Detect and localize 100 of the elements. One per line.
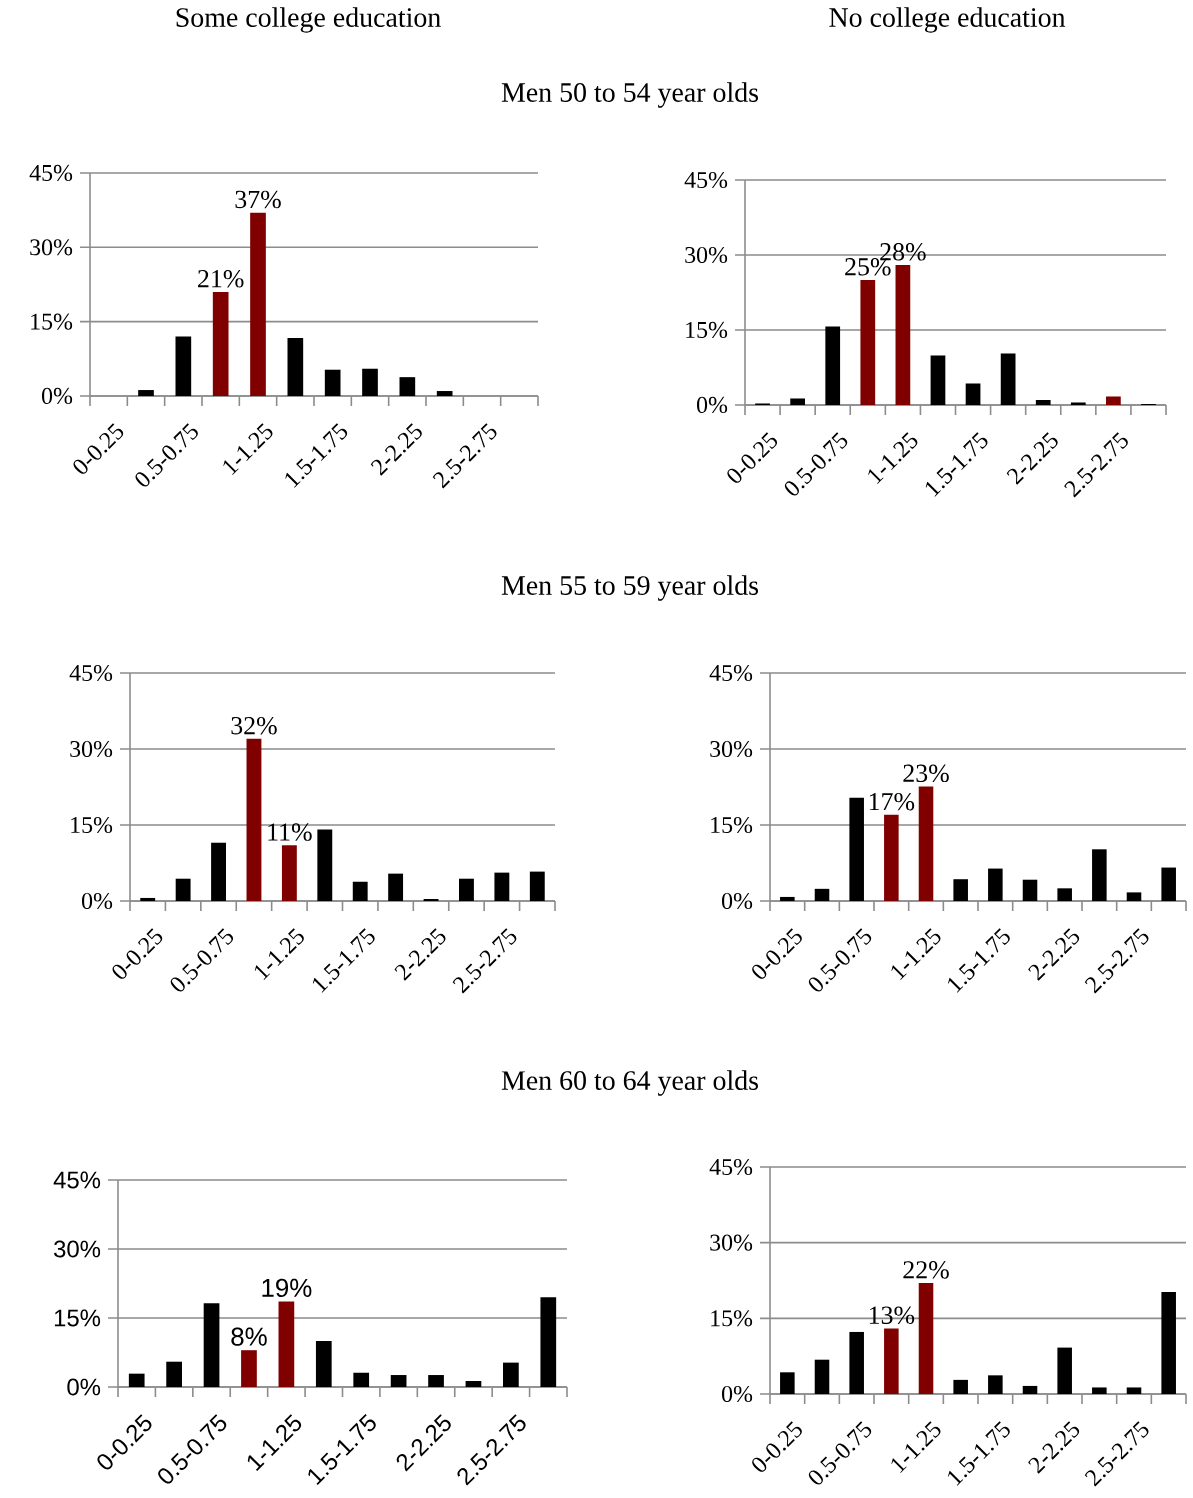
bar (953, 879, 968, 901)
bar (814, 888, 830, 901)
y-tick-label: 45% (684, 171, 728, 189)
bar (1161, 867, 1176, 901)
y-tick-label: 0% (41, 387, 73, 405)
bar (388, 873, 404, 901)
text: Men 50 to 54 year olds (501, 82, 759, 108)
bar (278, 1301, 295, 1387)
bar (814, 1359, 830, 1394)
y-tick-label: 45% (29, 164, 73, 182)
bar (780, 1372, 795, 1394)
y-tick-label: 15% (71, 816, 113, 834)
chart-subtitle: No college education (829, 7, 1066, 33)
bar (436, 391, 453, 396)
y-tick-label: 15% (686, 321, 728, 339)
bar (825, 326, 841, 405)
bar (1106, 396, 1121, 405)
bar (540, 1297, 557, 1387)
y-tick-label: 45% (69, 664, 113, 682)
bar (503, 1362, 519, 1387)
bar (140, 897, 156, 901)
bar (175, 336, 192, 396)
bar (1161, 1292, 1176, 1394)
bar (918, 1283, 934, 1394)
bar (324, 369, 341, 396)
bar (895, 264, 911, 405)
bar (930, 355, 946, 405)
bar (175, 878, 191, 901)
data-label: 13% (869, 1306, 915, 1325)
bar (246, 738, 262, 901)
bar (884, 814, 899, 901)
bar (315, 1341, 332, 1387)
y-tick-label: 15% (711, 816, 753, 834)
bar (1057, 888, 1072, 901)
bar (1070, 402, 1086, 405)
bar (390, 1375, 407, 1387)
bar (1126, 1387, 1142, 1394)
bar (790, 398, 805, 405)
y-tick-label: 0% (697, 396, 728, 414)
bar (988, 868, 1003, 901)
data-label: 11% (268, 823, 312, 841)
y-tick-label: 45% (709, 664, 753, 682)
bar (353, 1372, 370, 1387)
y-tick-label: 0% (722, 1385, 753, 1403)
data-label: 32% (231, 716, 277, 735)
bar (529, 871, 545, 901)
y-tick-label: 15% (31, 313, 73, 330)
bar (1035, 399, 1051, 405)
bar (1092, 1387, 1107, 1394)
bar (1057, 1347, 1072, 1394)
text: Men 55 to 59 year olds (501, 575, 759, 601)
bar (1022, 1385, 1038, 1394)
bar (250, 212, 266, 396)
bar (459, 878, 474, 901)
data-label: 17% (869, 792, 915, 811)
data-label: 37% (235, 190, 281, 209)
bar (1022, 879, 1038, 901)
bar (780, 896, 795, 901)
bar (860, 279, 876, 405)
y-tick-label: 45% (709, 1158, 753, 1176)
bar (1000, 353, 1016, 405)
text: Men 60 to 64 year olds (501, 1070, 759, 1096)
bar (352, 881, 368, 901)
bar (166, 1361, 182, 1387)
data-label: 23% (903, 764, 949, 783)
bar (1092, 849, 1107, 901)
y-tick-label: 30% (54, 1240, 101, 1258)
y-tick-label: 30% (710, 740, 753, 758)
bar (399, 377, 416, 396)
bar (965, 383, 981, 405)
bar (138, 390, 154, 396)
bar (428, 1375, 444, 1387)
bar (884, 1328, 899, 1394)
bar (241, 1350, 257, 1387)
bar (362, 368, 378, 396)
bar (211, 842, 226, 901)
data-label: 22% (903, 1261, 949, 1279)
bar (423, 898, 439, 901)
bar (281, 845, 297, 901)
bar (849, 1331, 864, 1394)
bar (317, 829, 333, 901)
y-tick-label: 30% (710, 1234, 753, 1251)
bar (988, 1375, 1003, 1394)
y-tick-label: 0% (81, 892, 113, 910)
bar (287, 338, 304, 396)
data-label: 19% (262, 1278, 312, 1298)
y-tick-label: 15% (54, 1309, 101, 1327)
bar (1126, 892, 1142, 901)
y-tick-label: 0% (722, 892, 753, 910)
y-tick-label: 45% (53, 1171, 101, 1189)
bar (494, 872, 510, 901)
bar (465, 1381, 482, 1387)
y-tick-label: 15% (711, 1310, 753, 1327)
data-label: 8% (231, 1327, 267, 1346)
bar (918, 786, 934, 901)
bar (203, 1303, 220, 1387)
bar (128, 1373, 145, 1387)
bar (212, 291, 229, 396)
bar (849, 797, 864, 901)
chart-subtitle: Some college education (176, 7, 441, 33)
